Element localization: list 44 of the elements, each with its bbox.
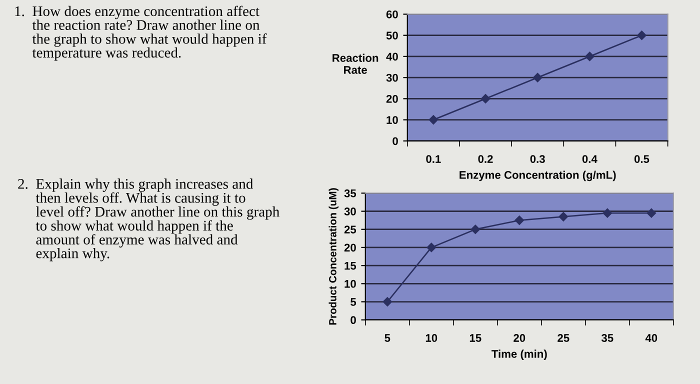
x-tick-label: 10 xyxy=(426,334,438,342)
x-tick-label: 25 xyxy=(558,334,570,342)
x-axis-title: Enzyme Concentration (g/mL) xyxy=(460,170,616,182)
y-tick-label: 10 xyxy=(386,116,398,124)
y-tick-label: 35 xyxy=(344,189,356,198)
y-tick-label: 15 xyxy=(344,262,356,270)
y-tick-label: 0 xyxy=(350,316,356,324)
text: 2. Explain why this graph increases and then levels off. What is causing it to level off? Draw another line on this graph to show what would happen if the amount of enzyme was halved and explain why. xyxy=(18,178,280,262)
y-tick-label: 50 xyxy=(386,32,398,40)
point xyxy=(428,115,438,124)
x-tick-label: 15 xyxy=(470,334,482,342)
y-tick-label: 25 xyxy=(344,226,356,234)
y-tick-label: 40 xyxy=(386,52,398,61)
x-axis-title: Time (min) xyxy=(492,350,547,360)
point xyxy=(532,72,542,82)
x-tick-label: 35 xyxy=(601,334,614,342)
x-tick-label: 0.5 xyxy=(634,155,650,163)
point xyxy=(382,297,392,306)
x-tick-label: 0.3 xyxy=(530,155,545,163)
y-tick-label: 30 xyxy=(386,74,398,82)
x-tick-label: 0.2 xyxy=(478,155,493,163)
point xyxy=(470,224,480,234)
y-tick-label: 10 xyxy=(344,280,356,288)
point xyxy=(637,30,646,40)
point xyxy=(558,212,568,222)
x-tick-label: 20 xyxy=(514,334,526,342)
x-tick-label: 0.1 xyxy=(426,155,441,163)
y-tick-label: 20 xyxy=(386,94,398,103)
point xyxy=(426,242,436,252)
point xyxy=(602,208,612,218)
x-tick-label: 40 xyxy=(645,334,658,342)
point xyxy=(514,216,524,225)
x-tick-label: 0.4 xyxy=(582,155,598,163)
y-tick-label: 60 xyxy=(386,10,398,18)
y-tick-label: 0 xyxy=(392,137,398,146)
y-axis-title: Product Concentration (uM) xyxy=(328,188,338,325)
y-tick-label: 20 xyxy=(344,244,356,252)
point xyxy=(646,208,656,218)
text: 1. How does enzyme concentration affect the reaction rate? Draw another line on the graph to show what would happen if temperature was reduced. xyxy=(15,6,267,61)
point xyxy=(585,52,594,62)
y-tick-label: 5 xyxy=(350,298,356,306)
y-tick-label: 30 xyxy=(344,208,356,216)
y-axis-title: Reaction Rate xyxy=(332,54,378,74)
point xyxy=(480,94,490,104)
